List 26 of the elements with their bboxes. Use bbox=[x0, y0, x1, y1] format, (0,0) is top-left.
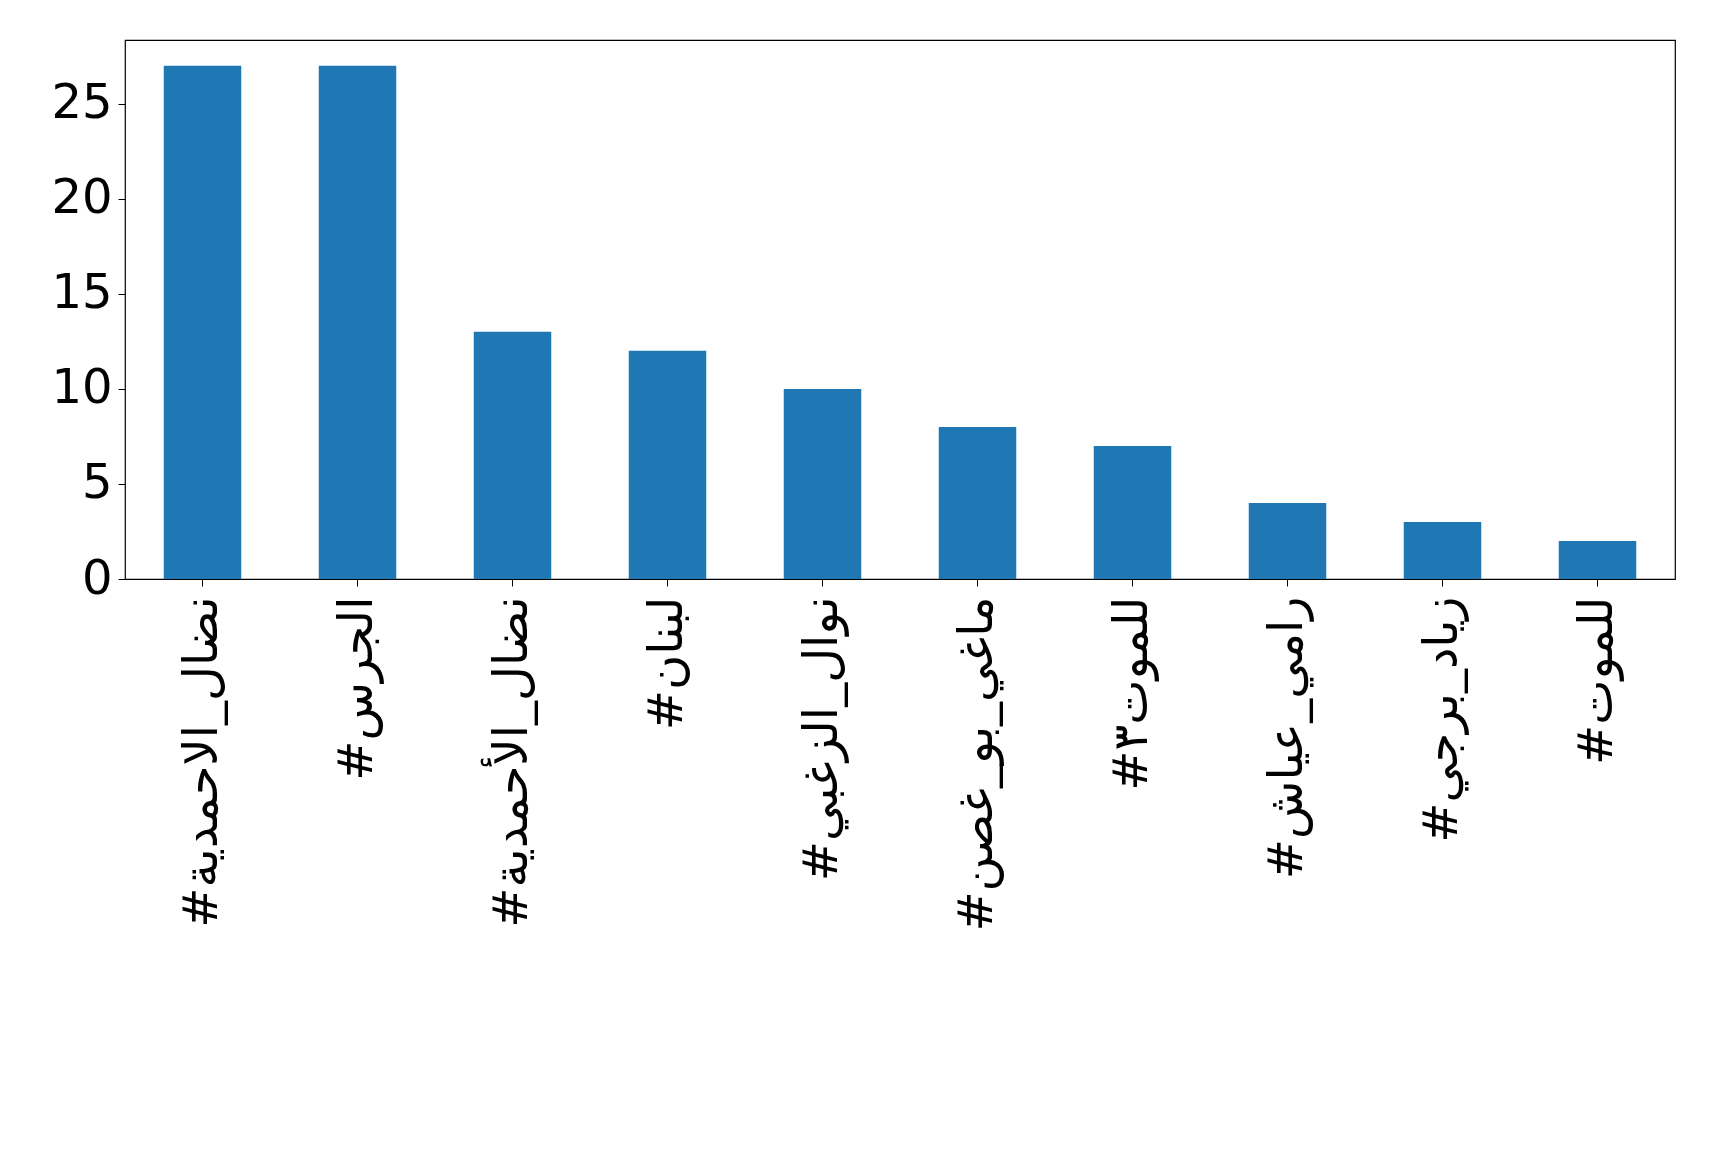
x-tick-label: #زياد_برجي bbox=[1411, 596, 1469, 843]
x-tick-label: #الجرس bbox=[326, 596, 384, 781]
x-tick-label: #ماغي_بو_غصن bbox=[946, 596, 1004, 932]
y-tick-label: 0 bbox=[81, 548, 113, 605]
y-tick-label: 25 bbox=[51, 73, 113, 130]
y-tick-label: 15 bbox=[51, 263, 113, 320]
y-tick-label: 20 bbox=[51, 168, 113, 225]
bar bbox=[1093, 445, 1172, 579]
bar bbox=[938, 426, 1017, 579]
bar bbox=[473, 331, 552, 579]
y-tick-label: 5 bbox=[81, 453, 113, 510]
bar bbox=[628, 350, 707, 579]
bar bbox=[1558, 540, 1637, 579]
x-tick-label: #نضال_الأحمدية bbox=[479, 596, 538, 928]
x-tick-label: #لبنان bbox=[636, 596, 693, 731]
bar bbox=[1248, 502, 1327, 579]
x-tick-label: #نضال_الاحمدية bbox=[171, 596, 228, 928]
x-tick-label: #رامي_عياش bbox=[1256, 596, 1314, 880]
x-tick-label: #للموت٣ bbox=[1101, 596, 1159, 791]
y-tick-label: 10 bbox=[51, 358, 113, 415]
x-tick-label: #نوال_الزغبي bbox=[791, 596, 849, 882]
bar bbox=[783, 388, 862, 579]
bar bbox=[163, 65, 242, 579]
bar bbox=[1403, 521, 1482, 579]
x-tick-label: #للموت bbox=[1566, 596, 1624, 765]
bar bbox=[318, 65, 397, 579]
